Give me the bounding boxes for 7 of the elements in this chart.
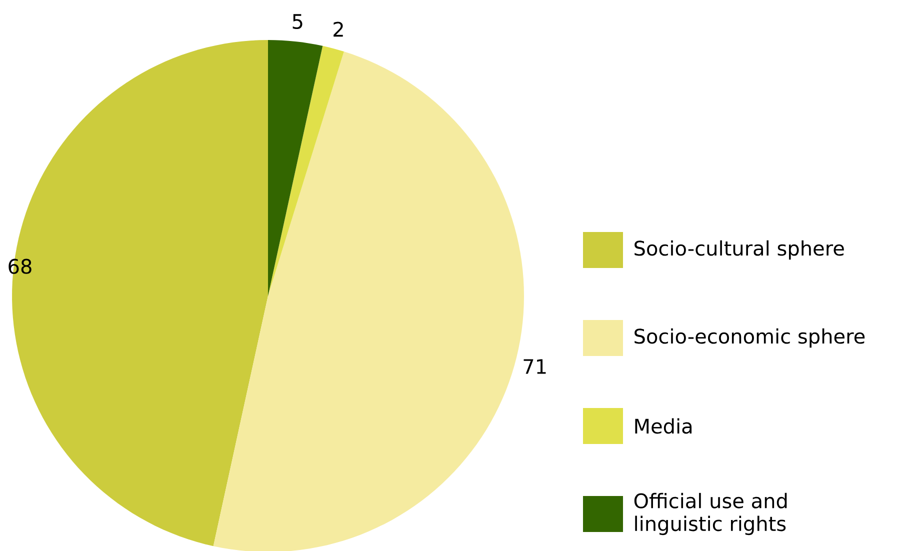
data-label: 71: [524, 359, 546, 374]
legend-label: Socio-cultural sphere: [634, 240, 844, 260]
data-label: 2: [334, 22, 343, 37]
legend-label: Socio-economic sphere: [634, 328, 865, 348]
legend-label: Media: [635, 418, 692, 434]
data-label: 5: [292, 14, 302, 30]
legend-label: Official use and linguistic rights: [634, 492, 787, 536]
